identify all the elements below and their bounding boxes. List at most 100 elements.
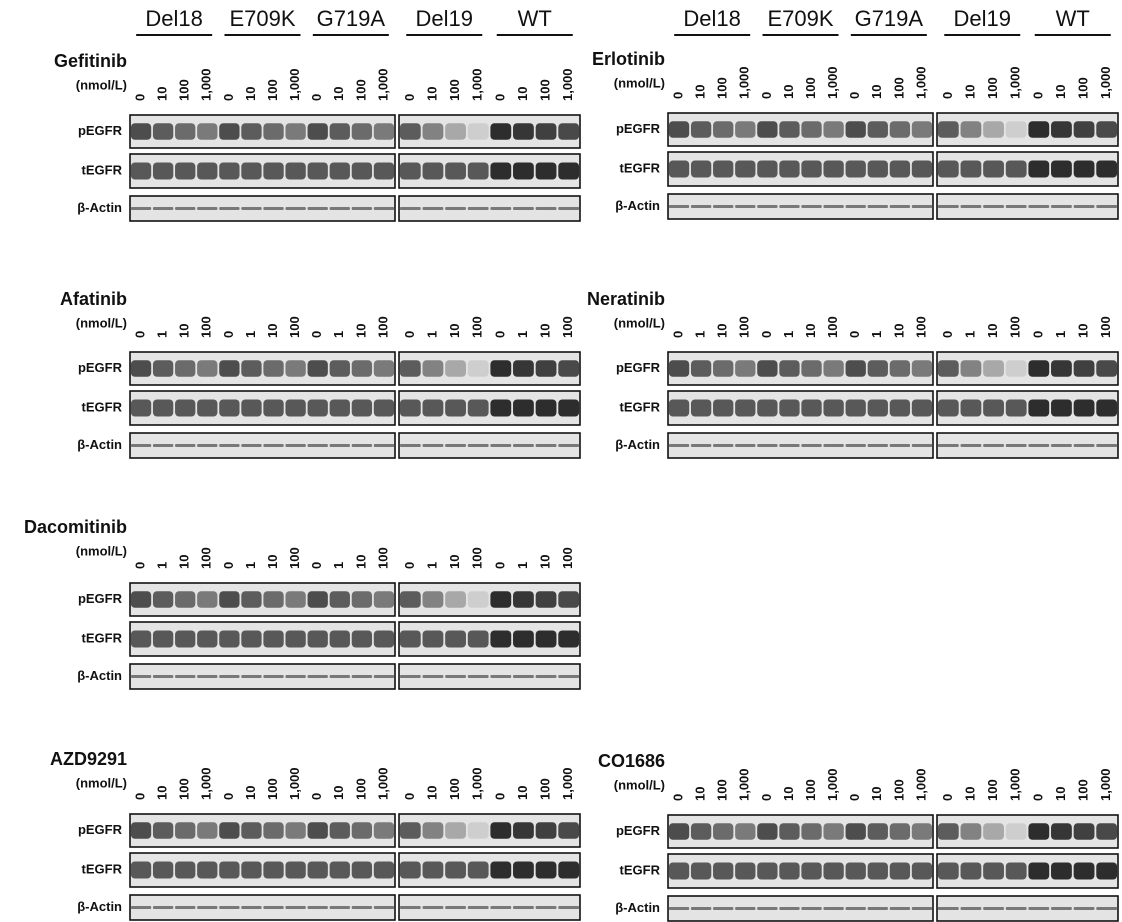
band [490, 862, 511, 879]
band [912, 863, 932, 880]
band [558, 207, 579, 210]
band [757, 863, 777, 880]
band [490, 163, 511, 180]
band [374, 400, 394, 417]
band [691, 863, 711, 880]
row-label: β-Actin [77, 200, 122, 215]
band [1051, 205, 1072, 208]
band [219, 123, 239, 140]
dose-label: 0 [221, 94, 236, 101]
row-label: pEGFR [616, 360, 661, 375]
band [423, 862, 444, 879]
band [330, 822, 350, 839]
band [846, 205, 866, 208]
band [890, 161, 910, 178]
band [175, 400, 195, 417]
dose-label: 0 [132, 793, 147, 800]
band [423, 123, 444, 140]
dose-label: 10 [515, 786, 530, 800]
dose-label: 0 [402, 562, 417, 569]
band [241, 822, 261, 839]
dose-label: 100 [913, 316, 928, 338]
dose-label: 10 [424, 786, 439, 800]
dose-label: 10 [265, 324, 280, 338]
dose-label: 100 [560, 316, 575, 338]
dose-label: 100 [715, 77, 730, 99]
band [423, 444, 444, 447]
dose-label: 100 [265, 778, 280, 800]
band [779, 907, 799, 910]
drug-name: CO1686 [598, 751, 665, 771]
band [1051, 823, 1072, 840]
band [779, 360, 799, 377]
group-label: WT [518, 6, 552, 31]
band [938, 444, 959, 447]
band [352, 123, 372, 140]
band [513, 675, 534, 678]
band [330, 906, 350, 909]
band [868, 823, 888, 840]
dose-label: 1 [962, 331, 977, 338]
band [513, 163, 534, 180]
band [1074, 863, 1095, 880]
dose-label: 100 [470, 316, 485, 338]
band [536, 862, 557, 879]
band [131, 862, 151, 879]
band [263, 123, 283, 140]
band [801, 907, 821, 910]
band [175, 631, 195, 648]
band [558, 591, 579, 608]
band [241, 675, 261, 678]
dose-label: 100 [1076, 779, 1091, 801]
band [1006, 907, 1027, 910]
dose-label: 10 [155, 786, 170, 800]
band [801, 823, 821, 840]
band [175, 163, 195, 180]
row-label: β-Actin [615, 437, 660, 452]
band [241, 444, 261, 447]
dose-label: 100 [265, 79, 280, 101]
row-label: tEGFR [82, 162, 123, 177]
band [823, 823, 843, 840]
band [241, 360, 261, 377]
band [219, 163, 239, 180]
band [175, 862, 195, 879]
band [131, 444, 151, 447]
dose-label: 0 [309, 331, 324, 338]
band [175, 906, 195, 909]
band [263, 631, 283, 648]
band [1096, 121, 1117, 138]
band [153, 207, 173, 210]
band [757, 400, 777, 417]
dose-label: 10 [177, 324, 192, 338]
dose-label: 0 [309, 793, 324, 800]
band [1074, 823, 1095, 840]
band [374, 675, 394, 678]
row-label: tEGFR [620, 399, 661, 414]
band [846, 863, 866, 880]
dose-label: 1 [693, 331, 708, 338]
band [308, 906, 328, 909]
band [285, 163, 305, 180]
row-label: pEGFR [78, 822, 123, 837]
band [263, 591, 283, 608]
band [801, 121, 821, 138]
band [308, 444, 328, 447]
dose-label: 0 [940, 794, 955, 801]
dose-label: 0 [940, 92, 955, 99]
band [558, 360, 579, 377]
band [513, 444, 534, 447]
band [352, 163, 372, 180]
dose-label: 0 [759, 92, 774, 99]
band [400, 123, 421, 140]
dose-label: 10 [243, 786, 258, 800]
band [219, 822, 239, 839]
dose-label: 0 [670, 794, 685, 801]
drug-name: Gefitinib [54, 51, 127, 71]
dose-label: 1,000 [470, 767, 485, 800]
band [713, 907, 733, 910]
dose-label: 100 [199, 547, 214, 569]
band [241, 862, 261, 879]
band [197, 631, 217, 648]
band [352, 207, 372, 210]
